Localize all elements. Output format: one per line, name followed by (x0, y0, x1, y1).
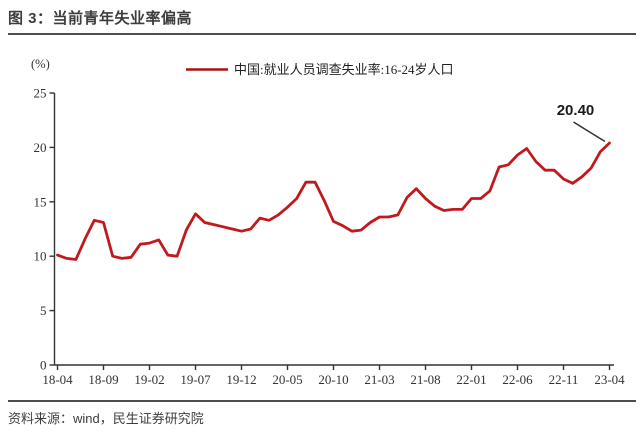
footer-divider (8, 400, 636, 402)
x-tick-label: 18-09 (88, 372, 118, 387)
x-tick-label: 22-11 (549, 372, 579, 387)
x-tick-label: 20-10 (318, 372, 348, 387)
y-tick-label: 20 (34, 140, 47, 155)
title-divider (8, 33, 636, 35)
y-tick-label: 25 (34, 86, 47, 101)
y-tick-label: 15 (34, 194, 47, 209)
x-tick-label: 19-07 (180, 372, 211, 387)
x-tick-label: 22-01 (456, 372, 486, 387)
x-tick-label: 19-02 (134, 372, 164, 387)
x-tick-label: 18-04 (42, 372, 73, 387)
y-tick-label: 10 (34, 249, 47, 264)
x-tick-label: 21-03 (364, 372, 394, 387)
y-tick-label: 0 (40, 358, 47, 373)
x-tick-label: 21-08 (410, 372, 440, 387)
x-tick-label: 19-12 (226, 372, 256, 387)
source-note: 资料来源：wind，民生证券研究院 (8, 411, 204, 426)
x-tick-label: 20-05 (272, 372, 302, 387)
unit-label: (%) (31, 57, 50, 71)
unemployment-line (56, 141, 611, 261)
x-tick-label: 22-06 (502, 372, 533, 387)
legend-label: 中国:就业人员调查失业率:16-24岁人口 (234, 62, 454, 77)
annotation-label: 20.40 (557, 102, 595, 119)
y-tick-label: 5 (40, 303, 47, 318)
x-tick-label: 23-04 (594, 372, 625, 387)
figure-title: 图 3：当前青年失业率偏高 (8, 10, 193, 27)
annotation-leader-line (573, 121, 606, 143)
